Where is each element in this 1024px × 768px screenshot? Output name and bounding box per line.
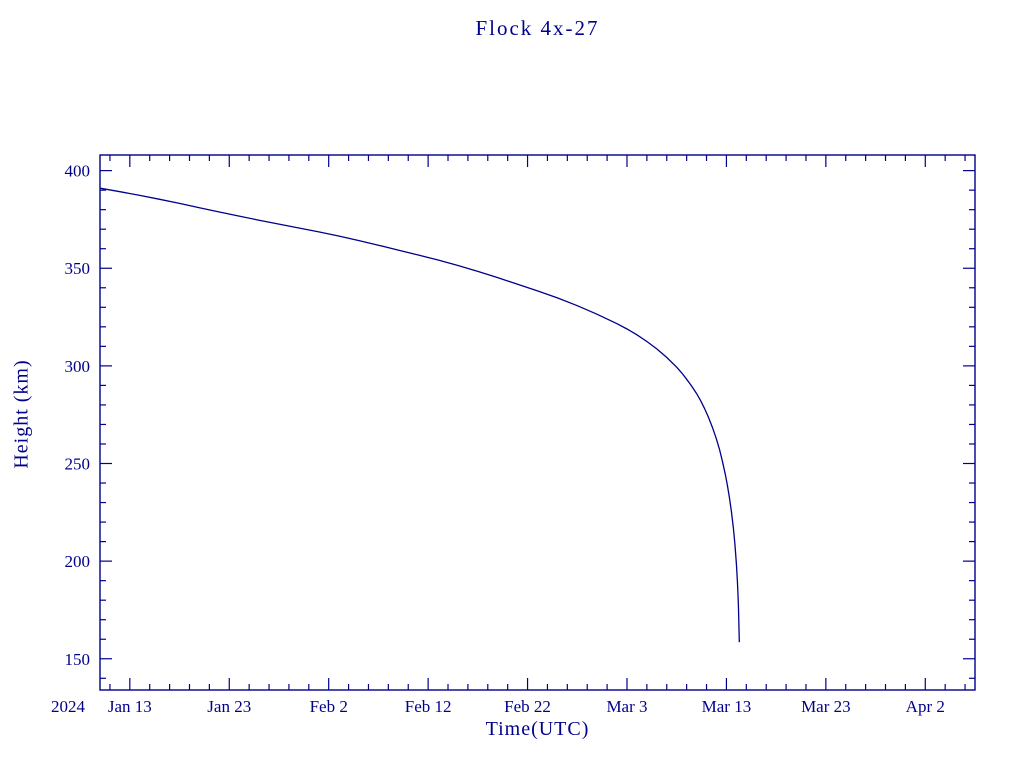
x-axis-year-label: 2024 [51, 697, 86, 716]
y-tick-label: 300 [65, 357, 91, 376]
y-tick-label: 150 [65, 650, 91, 669]
x-axis-title: Time(UTC) [485, 718, 590, 740]
x-tick-label: Apr 2 [906, 697, 945, 716]
y-tick-label: 400 [65, 162, 91, 181]
x-tick-label: Mar 3 [606, 697, 647, 716]
height-decay-curve [99, 187, 740, 643]
x-tick-label: Jan 23 [207, 697, 251, 716]
x-tick-label: Feb 12 [405, 697, 452, 716]
x-tick-label: Jan 13 [108, 697, 152, 716]
y-tick-label: 250 [65, 455, 91, 474]
chart-title: Flock 4x-27 [475, 16, 600, 40]
y-tick-label: 200 [65, 552, 91, 571]
x-tick-label: Feb 22 [504, 697, 551, 716]
x-tick-label: Mar 13 [702, 697, 752, 716]
x-tick-label: Mar 23 [801, 697, 851, 716]
x-tick-label: Feb 2 [310, 697, 348, 716]
plot-frame [99, 154, 976, 691]
y-tick-label: 350 [65, 259, 91, 278]
